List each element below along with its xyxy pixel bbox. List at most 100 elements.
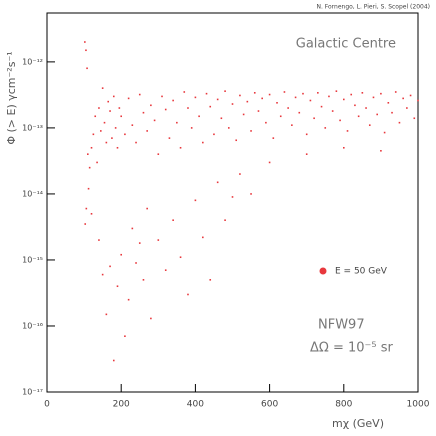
point — [276, 102, 278, 104]
point — [365, 107, 367, 109]
point — [406, 107, 408, 109]
point — [402, 97, 404, 100]
point — [183, 91, 186, 93]
point — [94, 115, 97, 118]
point — [387, 102, 390, 104]
point — [305, 133, 308, 136]
point — [101, 87, 104, 89]
point — [213, 133, 215, 136]
point — [368, 124, 371, 126]
point — [124, 335, 126, 338]
point — [109, 110, 111, 112]
point — [146, 207, 148, 210]
point — [157, 153, 160, 155]
point — [176, 121, 178, 124]
point — [161, 95, 163, 98]
point — [361, 92, 364, 94]
point — [101, 273, 104, 276]
point — [116, 285, 119, 288]
point — [328, 95, 330, 98]
chart-title: Galactic Centre — [296, 37, 396, 52]
point — [86, 67, 88, 70]
point — [142, 279, 145, 281]
y-tick-label: 10⁻¹⁵ — [22, 255, 43, 264]
point — [131, 227, 134, 230]
point — [164, 108, 167, 111]
point — [157, 239, 160, 241]
point — [417, 99, 419, 102]
point — [294, 96, 297, 99]
x-tick-label: 800 — [335, 400, 352, 410]
point — [261, 97, 263, 100]
point — [253, 92, 256, 94]
point — [187, 107, 189, 109]
point — [372, 96, 375, 99]
point — [194, 96, 197, 99]
point — [205, 92, 208, 95]
point — [90, 146, 93, 149]
point — [112, 359, 115, 362]
point — [112, 95, 115, 98]
point — [257, 110, 260, 112]
point — [302, 92, 304, 95]
point — [298, 111, 301, 114]
point — [127, 97, 130, 100]
point — [96, 161, 98, 164]
point — [279, 115, 282, 118]
point — [92, 133, 95, 136]
point — [179, 146, 182, 149]
point — [268, 93, 271, 96]
point — [109, 265, 111, 268]
x-tick-label: 1000 — [407, 400, 430, 410]
point — [135, 141, 137, 144]
point — [343, 98, 345, 101]
x-axis-label: mχ (GeV) — [332, 417, 384, 430]
point — [413, 117, 416, 120]
y-tick-label: 10⁻¹⁷ — [22, 388, 43, 397]
plot-frame — [46, 12, 419, 393]
point — [105, 313, 108, 316]
point — [198, 115, 200, 118]
point — [142, 111, 145, 114]
point — [90, 213, 93, 215]
point — [409, 94, 412, 97]
point — [150, 104, 152, 107]
y-tick-label: 10⁻¹² — [22, 57, 43, 66]
point — [98, 107, 100, 109]
y-tick-label: 10⁻¹⁴ — [22, 189, 43, 198]
point — [343, 146, 345, 149]
point — [202, 141, 204, 144]
point — [216, 98, 219, 101]
point — [135, 262, 137, 264]
point — [380, 92, 382, 95]
x-tick-label: 0 — [44, 400, 50, 410]
point — [107, 100, 110, 103]
point — [124, 133, 126, 136]
point — [354, 104, 356, 107]
point — [209, 279, 212, 281]
point — [99, 130, 102, 132]
point — [194, 199, 197, 202]
point — [283, 91, 286, 93]
point — [331, 110, 334, 112]
point — [103, 121, 106, 124]
point — [116, 146, 119, 149]
point — [224, 90, 226, 92]
point — [202, 236, 204, 239]
annotation: NFW97 — [318, 318, 365, 333]
point — [324, 127, 327, 129]
x-tick-label: 400 — [187, 400, 204, 410]
point — [391, 111, 393, 114]
point — [242, 113, 245, 116]
point — [239, 94, 241, 97]
y-axis-label: Φ (> E) γcm⁻²s⁻¹ — [5, 51, 18, 144]
point — [138, 242, 141, 244]
point — [88, 166, 91, 169]
point — [309, 99, 312, 102]
point — [138, 93, 141, 96]
x-tick-label: 600 — [261, 400, 278, 410]
point — [231, 196, 234, 198]
point — [398, 121, 401, 124]
point — [209, 105, 212, 108]
point — [394, 91, 397, 93]
